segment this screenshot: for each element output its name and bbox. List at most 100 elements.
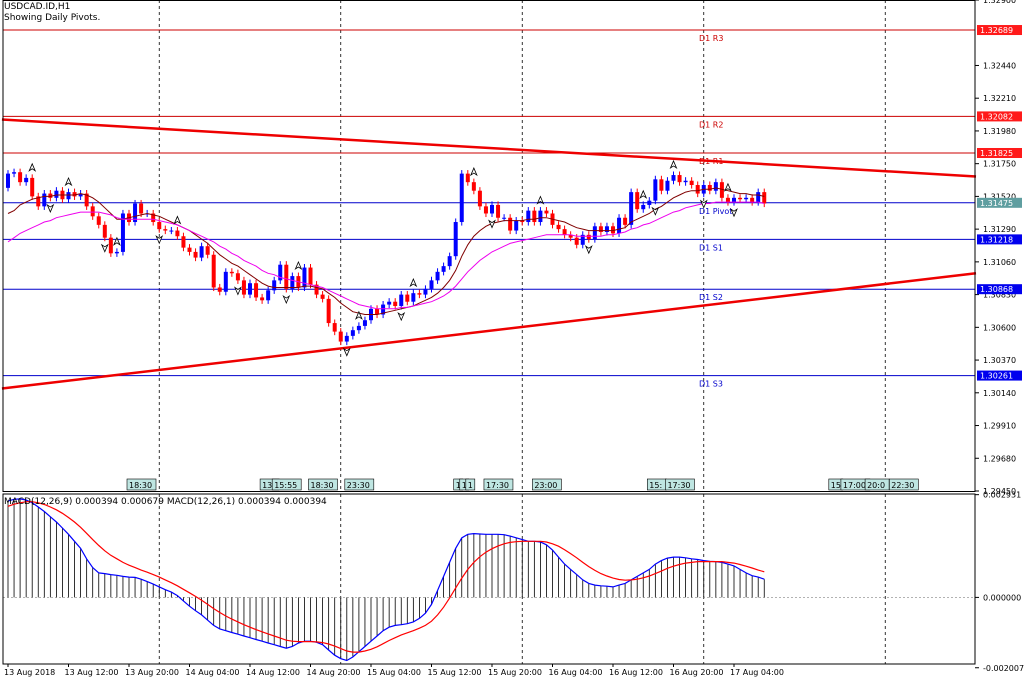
candle-body (36, 196, 41, 207)
candle-body (241, 280, 246, 295)
price-tick-label: 1.31750 (983, 160, 1016, 169)
event-tag[interactable] (888, 478, 919, 491)
candle-body (653, 179, 658, 201)
price-tick-label: 1.32210 (983, 94, 1016, 103)
event-tag-label[interactable]: 1 (468, 481, 473, 490)
event-tag[interactable] (308, 478, 338, 491)
event-tag-label[interactable]: 23:30 (347, 481, 370, 490)
price-tick-label: 1.31520 (983, 192, 1016, 201)
event-tag-label[interactable]: 17:30 (667, 481, 690, 490)
event-tag-label[interactable]: 17:00 (843, 481, 866, 490)
event-tag-label[interactable]: 1 (456, 481, 461, 490)
time-tick-label: 15 Aug 20:00 (488, 668, 542, 677)
fractal-up-arrow (28, 162, 37, 172)
macd-header: MACD(12,26,9) 0.000394 0.000679 MACD(12,… (4, 497, 327, 507)
candle-body (332, 323, 337, 332)
candle-body (375, 308, 380, 315)
event-tag-label[interactable]: 15:55 (274, 481, 297, 490)
candle-body (272, 280, 277, 291)
pivot-price-tag-label: 1.31475 (980, 199, 1013, 208)
macd-tick-label: 0.000000 (983, 593, 1021, 602)
event-tag-label[interactable]: 18:30 (311, 481, 334, 490)
candle-body (157, 222, 162, 230)
candle-body (320, 294, 325, 299)
pivot-price-tag-label: 1.32689 (980, 26, 1013, 35)
candle-body (447, 256, 452, 267)
candle-body (562, 229, 567, 235)
event-tag-label[interactable]: 15 (831, 481, 841, 490)
fractal-up-arrow (536, 195, 545, 205)
candle-body (187, 247, 192, 252)
candle-body (308, 267, 313, 285)
candle-body (393, 301, 398, 306)
fractal-up-arrow (469, 167, 478, 177)
fractal-down-arrow (699, 199, 708, 209)
candle-body (248, 283, 252, 295)
pivot-price-tag (977, 284, 1022, 295)
event-tag-label[interactable]: 13: (262, 481, 275, 490)
macd-tick-label: 0.002931 (983, 491, 1021, 500)
candle-body (399, 294, 404, 306)
event-tags[interactable]: 18:30 13: 15:55 18:30 23:30 1 1 1 17:30 23:00 15: 1… (126, 478, 919, 491)
event-tag-label[interactable]: 23:00 (534, 481, 557, 490)
candle-body (12, 172, 17, 174)
pivot-label: D1 S3 (699, 380, 723, 389)
event-tag-label[interactable]: 20:0 (867, 481, 885, 490)
candle-body (314, 284, 319, 295)
candle-body (18, 172, 23, 183)
event-tag[interactable] (271, 478, 302, 491)
event-tag[interactable] (126, 478, 157, 491)
event-tag[interactable] (465, 478, 476, 491)
candle-body (574, 237, 579, 245)
fractal-down-arrow (342, 347, 351, 357)
pivot-label: D1 R3 (699, 34, 723, 43)
candle-body (254, 283, 259, 298)
event-tag-label[interactable]: 1 (462, 481, 467, 490)
event-tag-label[interactable]: 15: (649, 481, 662, 490)
event-tag[interactable] (344, 478, 375, 491)
candle-body (623, 217, 628, 225)
time-tick-label: 17 Aug 04:00 (730, 668, 784, 677)
candle-body (580, 234, 585, 245)
event-tag-label[interactable]: 17:30 (486, 481, 509, 490)
time-tick-label: 15 Aug 12:00 (428, 668, 482, 677)
event-tag[interactable] (483, 478, 514, 491)
event-tag-label[interactable]: 18:30 (129, 481, 152, 490)
main-panel-border (2, 0, 976, 492)
candle-body (483, 206, 488, 214)
candle-body (326, 298, 331, 324)
price-tick-label: 1.29680 (983, 454, 1016, 463)
time-tick-label: 14 Aug 12:00 (246, 668, 300, 677)
trendline-resistance[interactable] (1, 118, 977, 178)
price-tick-label: 1.30140 (983, 389, 1016, 398)
candle-body (139, 203, 144, 214)
pivot-price-tag (977, 111, 1022, 122)
candle-body (598, 226, 603, 232)
macd-panel-border (2, 493, 976, 665)
candle-body (677, 175, 682, 183)
time-axis: 13 Aug 2018 13 Aug 12:00 13 Aug 20:00 14 Au… (4, 664, 784, 677)
pivot-price-tag (977, 197, 1022, 208)
trendlines[interactable] (1, 118, 977, 390)
candle-body (120, 213, 125, 252)
event-tag[interactable] (665, 478, 695, 491)
event-tag-label[interactable]: 22:30 (891, 481, 914, 490)
pivot-price-tag-label: 1.30261 (980, 372, 1013, 381)
candle-body (586, 234, 591, 240)
trendline-support[interactable] (1, 272, 977, 390)
candle-body (665, 180, 670, 191)
candle-body (229, 271, 234, 274)
time-tick-label: 14 Aug 04:00 (186, 668, 240, 677)
candle-body (217, 287, 222, 292)
candle-body (514, 220, 519, 231)
fractal-down-arrow (282, 294, 291, 305)
candle-body (151, 213, 156, 223)
candle-body (732, 197, 736, 203)
candle-body (465, 173, 470, 183)
fractal-up-arrow (355, 310, 363, 320)
candles (6, 168, 767, 346)
candle-body (181, 236, 186, 248)
event-tag[interactable] (532, 478, 562, 491)
fractal-up-arrow (64, 176, 73, 187)
